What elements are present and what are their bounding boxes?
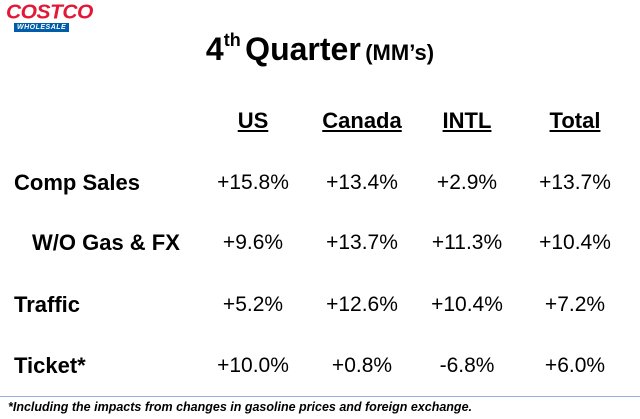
cell-value: +10.0% — [217, 354, 289, 377]
cell-value: +13.7% — [539, 171, 611, 194]
logo-tagline: WHOLESALE — [14, 23, 70, 32]
cell-value: +0.8% — [331, 354, 393, 377]
cell-value: +9.6% — [222, 231, 284, 254]
cell-value: +6.0% — [544, 354, 606, 377]
column-header: INTL — [442, 108, 492, 133]
cell-value: +5.2% — [222, 293, 284, 316]
logo: COSTCO — [6, 1, 93, 24]
title: 4th Quarter (MM’s) — [0, 30, 640, 68]
title-suffix: th — [223, 30, 241, 50]
row-label: Traffic — [14, 292, 81, 317]
cell-value: +7.2% — [544, 293, 606, 316]
footnote: *Including the impacts from changes in g… — [8, 400, 472, 414]
cell-value: +13.7% — [326, 231, 398, 254]
cell-value: +10.4% — [431, 293, 503, 316]
row-label: Ticket* — [14, 353, 86, 378]
cell-value: +2.9% — [436, 171, 498, 194]
cell-value: +12.6% — [326, 293, 398, 316]
title-unit: (MM’s) — [365, 40, 435, 65]
column-header: Canada — [322, 108, 402, 133]
title-number: 4 — [205, 31, 224, 67]
cell-value: +15.8% — [217, 171, 289, 194]
cell-value: -6.8% — [439, 354, 495, 377]
divider — [0, 396, 640, 397]
cell-value: +10.4% — [539, 231, 611, 254]
row-label: W/O Gas & FX — [32, 230, 180, 255]
cell-value: +11.3% — [431, 231, 503, 254]
column-header: Total — [549, 108, 601, 133]
cell-value: +13.4% — [326, 171, 398, 194]
column-header: US — [237, 108, 269, 133]
title-main: Quarter — [245, 31, 361, 67]
row-label: Comp Sales — [14, 170, 140, 195]
